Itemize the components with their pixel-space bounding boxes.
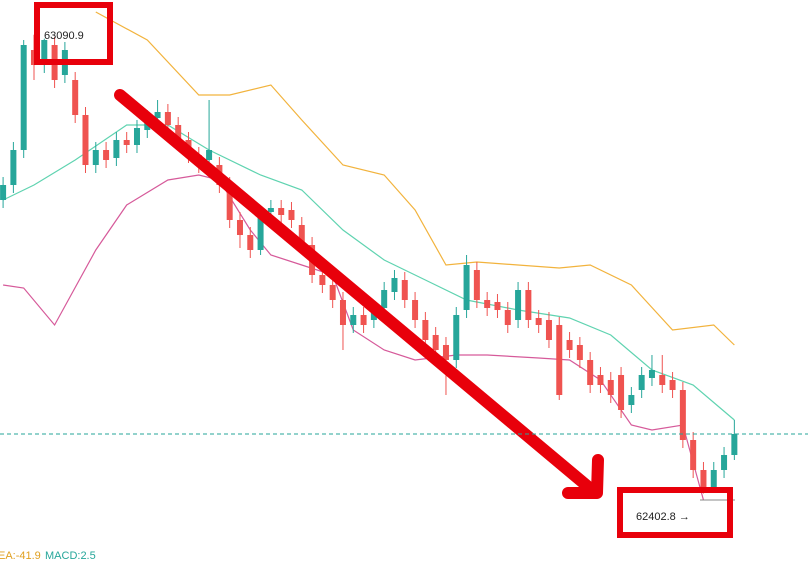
candle-body — [576, 345, 583, 360]
band-line — [2, 124, 735, 421]
candle-body — [566, 340, 573, 350]
candle-body — [453, 315, 460, 360]
candle-body — [82, 115, 89, 165]
candle-body — [329, 285, 336, 300]
candle-body — [618, 375, 625, 410]
candle-body — [298, 225, 305, 245]
candle-body — [607, 380, 614, 395]
candle-body — [113, 140, 120, 158]
arrow-shaft — [114, 89, 598, 496]
candle-body — [236, 220, 243, 235]
candle-body — [339, 300, 346, 325]
candle-body — [247, 235, 254, 250]
candle-body — [278, 208, 285, 215]
candle-body — [103, 150, 110, 160]
candle-body — [545, 320, 552, 340]
candle-body — [0, 185, 7, 200]
candle-body — [731, 434, 738, 455]
candle-body — [679, 390, 686, 440]
candle-body — [422, 320, 429, 340]
candle-body — [123, 140, 130, 145]
candle-body — [360, 315, 367, 325]
candle-body — [267, 208, 274, 212]
candle-body — [700, 470, 707, 489]
candle-body — [20, 45, 27, 150]
candles — [0, 34, 738, 494]
band-line — [3, 174, 705, 501]
candle-body — [381, 290, 388, 308]
candle-body — [463, 265, 470, 310]
highlight-box — [34, 2, 113, 65]
candle-body — [92, 150, 99, 165]
candle-body — [391, 278, 398, 292]
candle-body — [41, 40, 48, 65]
candle-body — [10, 150, 17, 185]
candle-body — [72, 80, 79, 115]
candle-body — [648, 370, 655, 378]
candle-body — [628, 395, 635, 405]
candle-body — [401, 280, 408, 300]
candle-body — [206, 150, 213, 160]
candle-body — [638, 375, 645, 390]
candle-body — [319, 275, 326, 285]
candle-body — [710, 470, 717, 488]
candle-body — [587, 360, 594, 385]
candle-body — [515, 290, 522, 320]
candle-body — [669, 380, 676, 390]
candle-body — [226, 185, 233, 220]
trend-arrow — [114, 89, 604, 499]
indicator-label: MACD:2.5 — [45, 550, 96, 562]
candle-body — [473, 270, 480, 300]
candle-body — [164, 112, 171, 125]
candle-body — [690, 440, 697, 470]
candle-body — [504, 310, 511, 325]
candle-body — [659, 375, 666, 385]
candle-body — [133, 128, 140, 145]
candle-body — [494, 302, 501, 310]
candle-body — [154, 112, 161, 118]
bands — [2, 11, 735, 501]
band-line — [95, 11, 735, 346]
candle-body — [525, 290, 532, 320]
max-label: 63090.9 — [44, 30, 84, 42]
candle-body — [175, 125, 182, 140]
candle-body — [288, 210, 295, 220]
candle-body — [556, 325, 563, 395]
candle-body — [535, 318, 542, 325]
arrow-head — [562, 454, 604, 499]
candle-body — [597, 375, 604, 385]
candle-body — [350, 315, 357, 325]
min-label: 62402.8 → — [636, 511, 690, 523]
candle-body — [442, 345, 449, 360]
candle-body — [432, 335, 439, 350]
candle-body — [484, 300, 491, 308]
candle-body — [721, 455, 728, 470]
highlight-box — [617, 487, 733, 538]
candle-body — [257, 215, 264, 250]
candle-body — [30, 50, 37, 65]
candle-body — [412, 300, 419, 320]
indicator-label: EA:-41.9 — [0, 550, 41, 562]
